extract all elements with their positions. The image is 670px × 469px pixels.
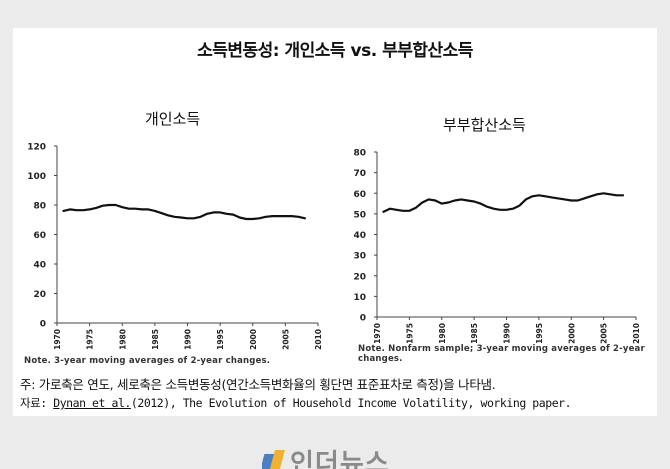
- x-tick-label-individual: 1975: [86, 329, 95, 350]
- y-tick-label-household: 70: [353, 169, 366, 179]
- y-tick-label-individual: 80: [33, 202, 46, 212]
- x-tick-label-individual: 1990: [184, 329, 193, 350]
- source-author-link: Dynan et al.: [53, 396, 131, 410]
- figure-caption: 주: 가로축은 연도, 세로축은 소득변동성(연간소득변화율의 횡단면 표준표차…: [20, 377, 496, 392]
- y-tick-label-individual: 120: [27, 143, 46, 153]
- y-tick-label-household: 10: [353, 293, 366, 303]
- y-tick-label-household: 0: [360, 314, 366, 324]
- x-tick-label-individual: 2000: [249, 329, 258, 350]
- x-tick-label-household: 1995: [535, 323, 544, 344]
- y-tick-label-individual: 20: [33, 290, 46, 300]
- chart-note-household: Note. Nonfarm sample; 3-year moving aver…: [358, 344, 645, 364]
- y-tick-label-household: 50: [353, 210, 366, 220]
- x-tick-label-individual: 2005: [281, 329, 290, 350]
- watermark: 인더뉴스: [262, 447, 390, 469]
- x-tick-label-household: 1990: [503, 323, 512, 344]
- figure-card: 소득변동성: 개인소득 vs. 부부합산소득 개인소득 부부합산소득 Note.…: [13, 28, 657, 416]
- x-tick-label-individual: 1985: [151, 329, 160, 350]
- y-tick-label-individual: 40: [33, 261, 46, 271]
- x-tick-label-household: 1985: [470, 323, 479, 344]
- series-line-individual: [62, 203, 306, 221]
- series-line-household: [382, 192, 625, 213]
- y-tick-label-household: 30: [353, 252, 366, 262]
- source-rest: (2012), The Evolution of Household Incom…: [130, 396, 572, 410]
- y-tick-label-household: 20: [353, 272, 366, 282]
- x-tick-label-individual: 1980: [118, 329, 127, 350]
- y-tick-label-household: 40: [353, 231, 366, 241]
- x-tick-label-individual: 2010: [314, 329, 323, 350]
- figure-title: 소득변동성: 개인소득 vs. 부부합산소득: [197, 41, 473, 61]
- chart-title-individual: 개인소득: [145, 110, 201, 128]
- watermark-logo-icon: [262, 450, 285, 469]
- x-tick-label-household: 1980: [438, 323, 447, 344]
- x-tick-label-individual: 1970: [53, 329, 62, 350]
- y-tick-label-household: 60: [353, 190, 366, 200]
- x-tick-label-household: 1975: [405, 323, 414, 344]
- x-tick-label-household: 2005: [600, 323, 609, 344]
- y-tick-label-individual: 60: [33, 231, 46, 241]
- x-tick-label-individual: 1995: [216, 329, 225, 350]
- y-tick-label-individual: 100: [27, 172, 46, 182]
- x-tick-label-household: 2010: [632, 323, 641, 344]
- x-tick-label-household: 1970: [373, 323, 382, 344]
- y-tick-label-household: 80: [353, 149, 366, 159]
- watermark-text: 인더뉴스: [290, 449, 390, 469]
- chart-title-household: 부부합산소득: [443, 116, 526, 134]
- y-tick-label-individual: 0: [40, 320, 46, 330]
- x-tick-label-household: 2000: [567, 323, 576, 344]
- figure-source: 자료: Dynan et al.(2012), The Evolution of…: [20, 395, 572, 411]
- source-prefix: 자료:: [20, 396, 54, 410]
- chart-note-individual: Note. 3-year moving averages of 2-year c…: [24, 356, 271, 366]
